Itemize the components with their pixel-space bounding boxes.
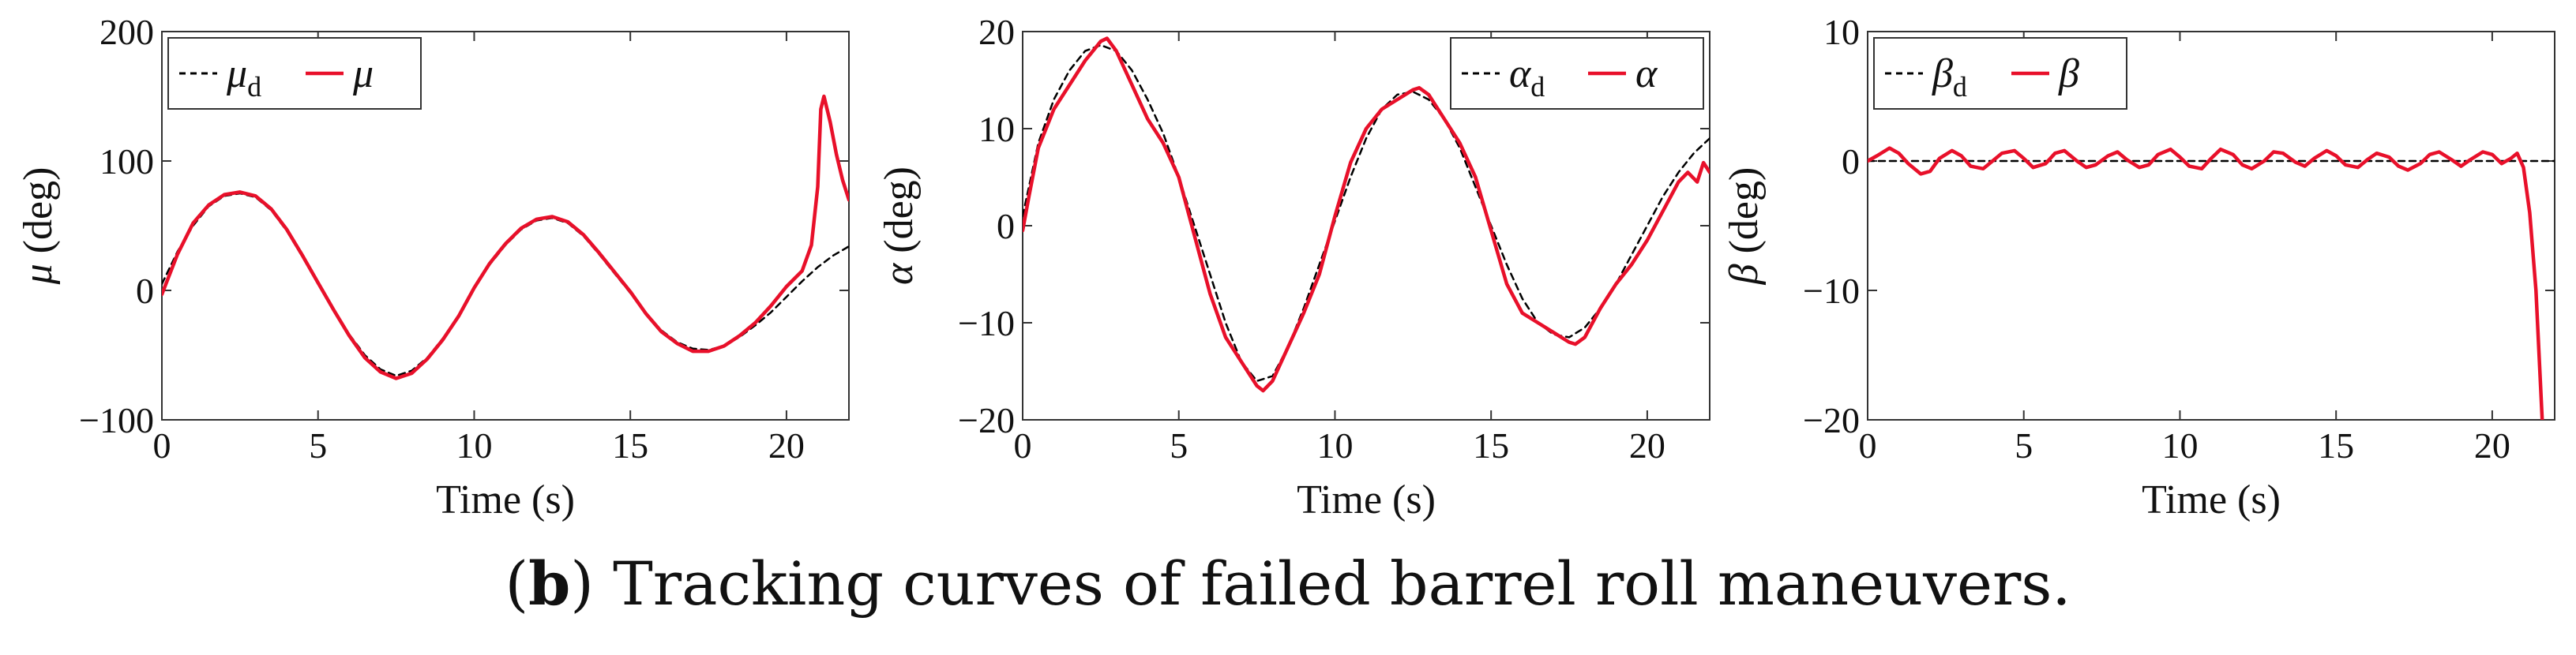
legend-box — [167, 37, 422, 110]
legend: βd β — [1873, 37, 2127, 110]
legend-entry: μd — [226, 51, 261, 103]
legend-entry: μ — [352, 51, 374, 96]
legend-symbol: α — [1635, 51, 1658, 96]
series-actual-line — [162, 94, 849, 380]
y-axis-unit: (deg) — [877, 167, 922, 264]
series-group — [1868, 146, 2555, 420]
y-tick-label: 0 — [997, 206, 1015, 246]
y-tick-label: 10 — [1823, 12, 1860, 52]
series-group — [1023, 36, 1710, 393]
series-actual-line — [1868, 146, 2544, 420]
legend-entry: α — [1635, 51, 1658, 96]
legend-subscript: d — [1953, 71, 1967, 103]
x-tick-label: 5 — [1170, 425, 1188, 466]
x-tick-label: 10 — [456, 425, 492, 466]
y-axis-symbol: α — [877, 262, 922, 285]
y-tick-label: 0 — [1842, 141, 1860, 182]
y-axis-symbol: β — [1722, 264, 1767, 285]
y-tick-label: 100 — [100, 141, 154, 182]
x-tick-label: 0 — [1014, 425, 1032, 466]
legend-subscript: d — [247, 71, 261, 103]
legend-entry: αd — [1509, 51, 1545, 103]
legend-symbol: μ — [352, 51, 374, 96]
y-tick-label: 200 — [100, 12, 154, 52]
caption-label: b — [528, 548, 571, 619]
y-tick-label: 10 — [978, 109, 1015, 149]
x-tick-label: 5 — [2015, 425, 2033, 466]
plot-frame — [1867, 31, 2555, 421]
legend-entry: β — [2058, 51, 2079, 96]
x-axis-label: Time (s) — [1297, 477, 1436, 522]
x-tick-label: 20 — [1629, 425, 1665, 466]
y-tick-label: −20 — [1803, 400, 1860, 440]
x-axis-label: Time (s) — [2142, 477, 2281, 522]
figure-caption: (b) Tracking curves of failed barrel rol… — [505, 548, 2071, 619]
series-actual-line — [1023, 36, 1710, 393]
x-tick-label: 0 — [153, 425, 171, 466]
plot-frame — [161, 31, 850, 421]
x-tick-label: 15 — [1473, 425, 1509, 466]
legend-box — [1873, 37, 2127, 110]
y-tick-label: −10 — [958, 303, 1015, 343]
y-axis-symbol: μ — [16, 264, 61, 285]
y-axis-label: μ (deg) — [16, 167, 61, 286]
caption-text: Tracking curves of failed barrel roll ma… — [613, 548, 2071, 619]
x-tick-label: 10 — [1316, 425, 1353, 466]
y-axis-unit: (deg) — [16, 167, 61, 264]
x-tick-label: 5 — [309, 425, 327, 466]
x-tick-label: 15 — [2318, 425, 2354, 466]
legend-subscript: d — [1530, 71, 1545, 103]
legend-symbol: β — [2058, 51, 2079, 96]
x-tick-label: 20 — [768, 425, 805, 466]
y-tick-label: −10 — [1803, 271, 1860, 311]
legend: μd μ — [167, 37, 422, 110]
legend-entry: βd — [1932, 51, 1967, 103]
y-tick-label: −20 — [958, 400, 1015, 440]
x-tick-label: 15 — [612, 425, 648, 466]
y-axis-unit: (deg) — [1722, 167, 1767, 264]
legend: αd α — [1450, 37, 1704, 110]
legend-symbol: μ — [226, 51, 247, 96]
x-tick-label: 0 — [1859, 425, 1877, 466]
x-tick-label: 20 — [2474, 425, 2510, 466]
y-tick-label: −100 — [79, 400, 154, 440]
x-tick-label: 10 — [2161, 425, 2198, 466]
legend-symbol: β — [1932, 51, 1953, 96]
y-tick-label: 0 — [136, 271, 154, 311]
y-axis-label: α (deg) — [877, 167, 922, 285]
series-desired-line — [162, 192, 849, 377]
legend-box — [1450, 37, 1704, 110]
y-tick-label: 20 — [978, 12, 1015, 52]
legend-symbol: α — [1509, 51, 1532, 96]
series-group — [162, 94, 849, 380]
x-axis-label: Time (s) — [436, 477, 575, 522]
y-axis-label: β (deg) — [1722, 167, 1767, 286]
